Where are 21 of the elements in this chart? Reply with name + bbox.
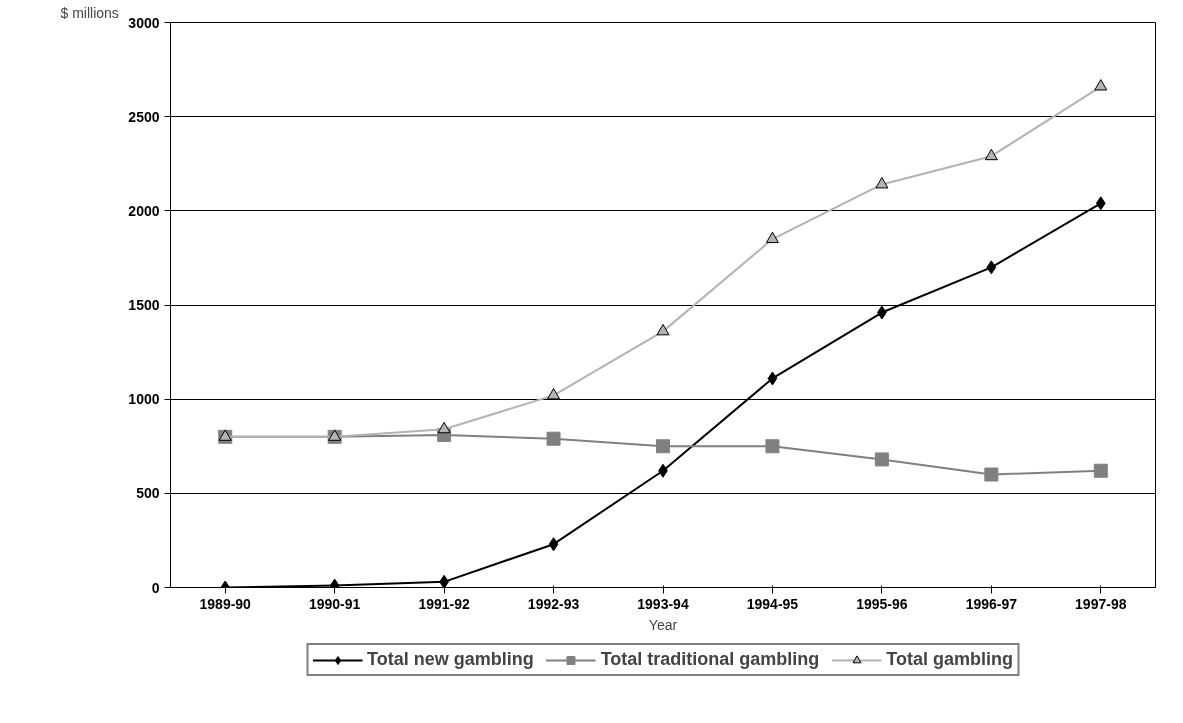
x-tick-label: 1993-94 — [637, 595, 689, 612]
x-tick-label: 1994-95 — [746, 595, 799, 612]
y-axis-title: $ millions — [60, 4, 119, 21]
y-tick-label: 1000 — [128, 391, 160, 408]
y-tick-label: 3000 — [128, 14, 160, 31]
y-tick-label: 500 — [136, 485, 160, 502]
legend-label: Total traditional gambling — [600, 649, 820, 670]
legend-label: Total new gambling — [366, 649, 534, 670]
x-tick-label: 1992-93 — [527, 595, 580, 612]
x-axis-title: Year — [648, 616, 678, 633]
x-tick-label: 1989-90 — [199, 595, 252, 612]
y-tick-label: 2500 — [128, 108, 160, 125]
x-tick-label: 1997-98 — [1075, 595, 1127, 612]
legend-label: Total gambling — [886, 649, 1014, 670]
y-tick-label: 0 — [151, 579, 160, 596]
y-tick-label: 1500 — [128, 297, 160, 313]
x-tick-label: 1991-92 — [418, 595, 471, 612]
x-tick-label: 1990-91 — [308, 595, 361, 612]
y-tick-label: 2000 — [128, 202, 160, 219]
x-tick-label: 1995-96 — [856, 595, 908, 612]
x-tick-label: 1996-97 — [965, 595, 1018, 612]
